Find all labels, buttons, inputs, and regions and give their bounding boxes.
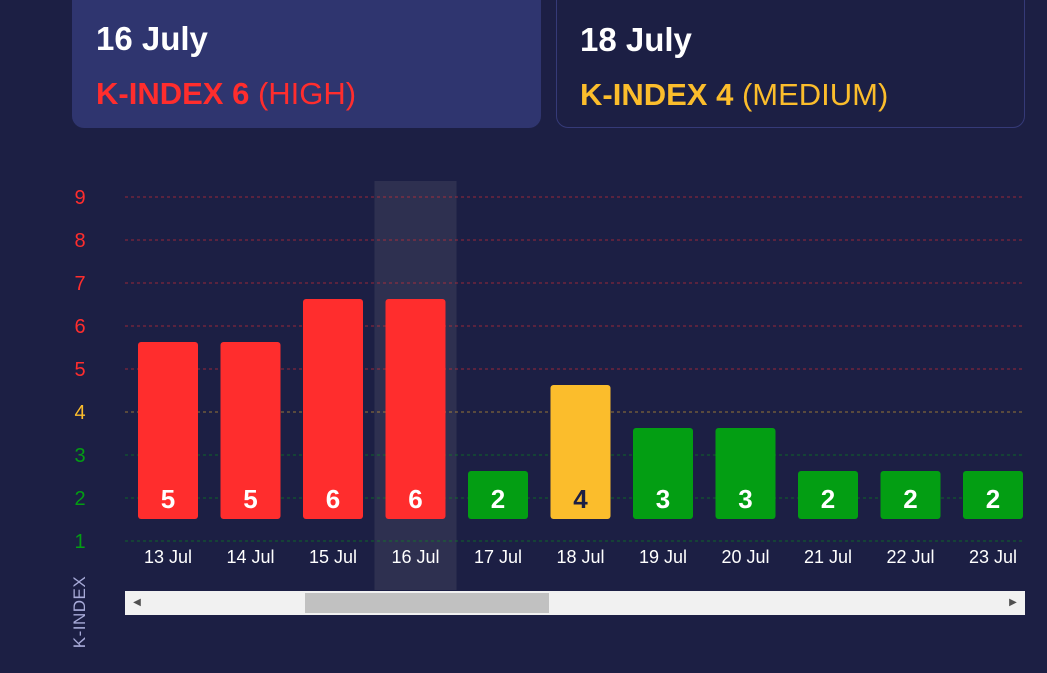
bar-value-label: 2	[986, 484, 1000, 514]
x-tick-label: 15 Jul	[309, 547, 357, 567]
x-tick-label: 21 Jul	[804, 547, 852, 567]
forecast-card[interactable]: 18 July K-INDEX 4 (MEDIUM)	[556, 0, 1025, 128]
y-tick-label: 3	[74, 445, 85, 467]
bar-value-label: 6	[408, 484, 422, 514]
card-k-index-line: K-INDEX 4 (MEDIUM)	[580, 77, 888, 113]
bar-value-label: 5	[243, 484, 257, 514]
bar-value-label: 2	[491, 484, 505, 514]
k-index-bar-chart: 1 2 3 4 5 6 7 8 9 5 13 Jul 5 14 Jul 6 15 Jul 6 16 Jul 2 17…	[74, 181, 1025, 590]
bar	[798, 471, 858, 519]
bar-value-label: 4	[573, 484, 588, 514]
bar-value-label: 3	[738, 484, 752, 514]
card-date: 16 July	[96, 20, 208, 57]
card-k-index-value: K-INDEX 4	[580, 77, 734, 112]
card-k-index-line: K-INDEX 6 (HIGH)	[96, 76, 356, 112]
bar-value-label: 3	[656, 484, 670, 514]
y-tick-label: 6	[74, 316, 85, 338]
y-tick-label: 2	[74, 488, 85, 510]
y-tick-label: 5	[74, 359, 85, 381]
bar-value-label: 6	[326, 484, 340, 514]
forecast-card-selected[interactable]: 16 July K-INDEX 6 (HIGH)	[72, 0, 541, 128]
scroll-left-arrow-icon[interactable]: ◀	[133, 597, 141, 608]
bar	[303, 299, 363, 519]
y-axis-label: K-INDEX	[70, 575, 89, 649]
bar	[550, 385, 611, 519]
bar	[715, 428, 776, 519]
x-tick-label: 23 Jul	[969, 547, 1017, 567]
y-tick-label: 4	[74, 402, 85, 424]
bar-value-label: 2	[821, 484, 835, 514]
x-tick-label: 14 Jul	[226, 547, 274, 567]
card-k-index-level: (MEDIUM)	[741, 77, 889, 112]
y-tick-label: 8	[74, 230, 85, 252]
bar-value-label: 5	[161, 484, 175, 514]
card-k-index-level: (HIGH)	[257, 76, 357, 111]
x-tick-label: 18 Jul	[556, 547, 604, 567]
bar	[220, 342, 281, 519]
bar	[963, 471, 1023, 519]
x-tick-label: 16 Jul	[391, 547, 439, 567]
bar	[468, 471, 528, 519]
scroll-thumb[interactable]	[305, 593, 549, 613]
x-tick-label: 19 Jul	[639, 547, 687, 567]
bar-value-label: 2	[903, 484, 917, 514]
bar	[880, 471, 941, 519]
bar	[385, 299, 446, 519]
y-tick-label: 9	[74, 187, 85, 209]
bar	[138, 342, 198, 519]
chart-horizontal-scrollbar[interactable]: ◀ ▶	[125, 591, 1025, 615]
bar	[633, 428, 693, 519]
x-tick-label: 22 Jul	[886, 547, 934, 567]
card-date: 18 July	[580, 21, 692, 58]
y-tick-label: 7	[74, 273, 85, 295]
card-k-index-value: K-INDEX 6	[96, 76, 250, 111]
y-tick-label: 1	[74, 531, 85, 553]
x-tick-label: 17 Jul	[474, 547, 522, 567]
x-tick-label: 20 Jul	[721, 547, 769, 567]
x-tick-label: 13 Jul	[144, 547, 192, 567]
scroll-right-arrow-icon[interactable]: ▶	[1009, 597, 1017, 608]
